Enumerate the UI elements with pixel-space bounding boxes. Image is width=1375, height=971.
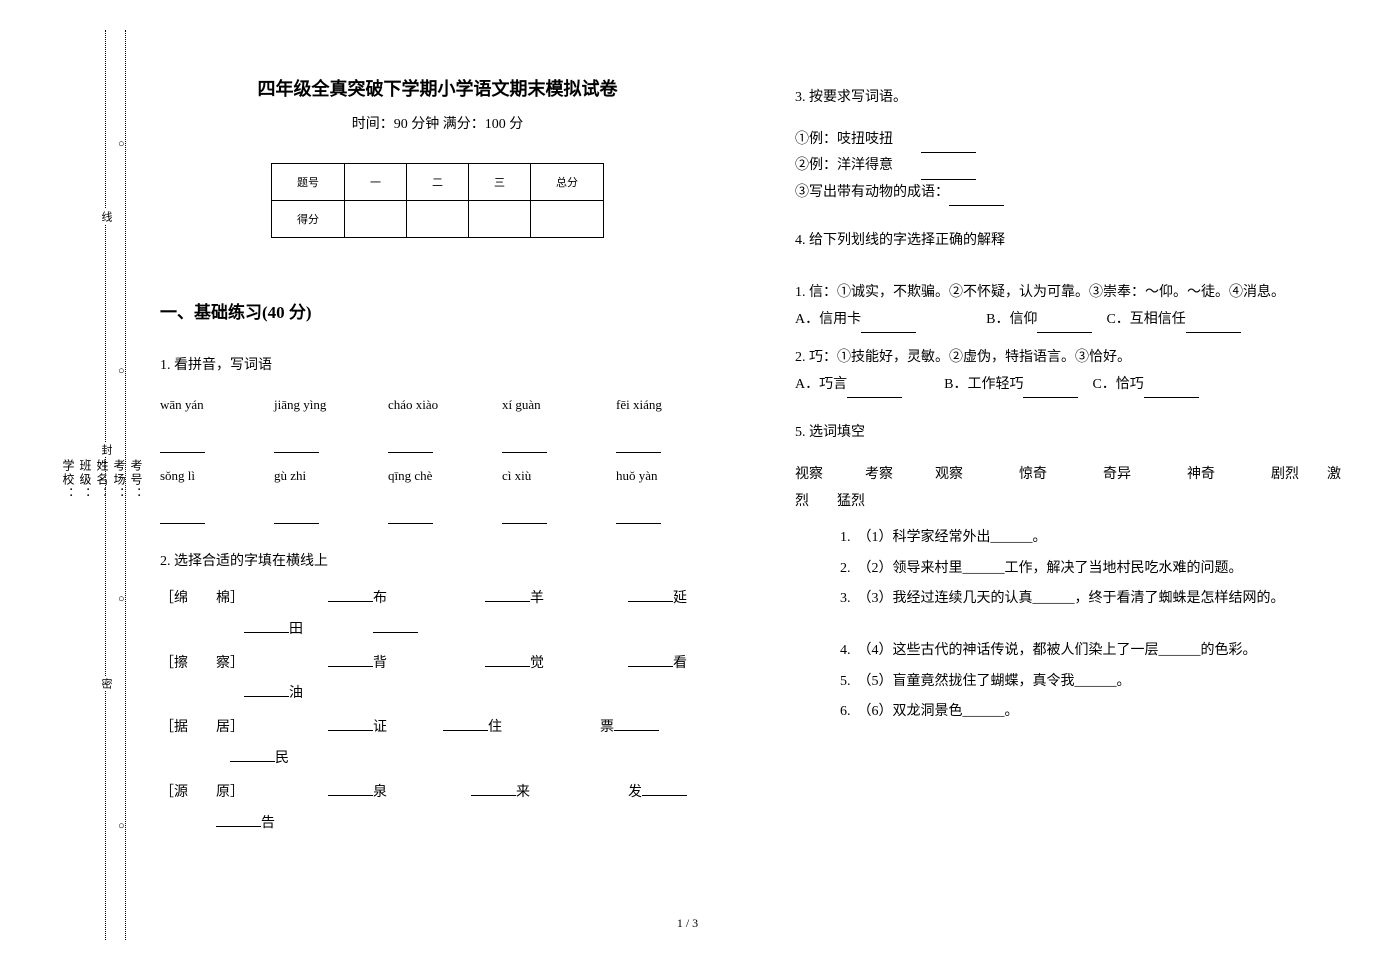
dotted-line [125,30,127,940]
binding-label: 考号： [128,459,145,501]
circle-marks: ○ ○ ○ ○ [118,30,125,940]
sub-list: 4. （4）这些古代的神话传说，都被人们染上了一层______的色彩。 5. （… [840,638,1350,726]
table-cell: 得分 [272,201,345,238]
word-bank: 视察 考察 观察 惊奇 奇异 神奇 剧烈 激烈 猛烈 [795,462,1350,515]
pinyin-grid: wān yán jiāng yìng cháo xiào xí guàn fēi… [160,390,715,528]
page-content: 四年级全真突破下学期小学语文期末模拟试卷 时间：90 分钟 满分：100 分 题… [160,75,1350,861]
page-number: 1 / 3 [677,916,698,931]
question-5: 5. 选词填空 视察 考察 观察 惊奇 奇异 神奇 剧烈 激烈 猛烈 1. （1… [795,420,1350,725]
exam-title: 四年级全真突破下学期小学语文期末模拟试卷 [160,75,715,101]
question-2: 2. 选择合适的字填在横线上 ［绵 棉］ 布 羊 延 田 ［擦 察］ 背 觉 看… [160,549,715,839]
fill-grid: ［绵 棉］ 布 羊 延 田 ［擦 察］ 背 觉 看 油 ［据 居］ 证 住 票 … [160,584,715,839]
question-3: 3. 按要求写词语。 ①例：吱扭吱扭 ②例：洋洋得意 ③写出带有动物的成语： [795,85,1350,206]
left-column: 四年级全真突破下学期小学语文期末模拟试卷 时间：90 分钟 满分：100 分 题… [160,75,715,861]
exam-subtitle: 时间：90 分钟 满分：100 分 [160,113,715,133]
table-cell [345,201,407,238]
table-header: 一 [345,164,407,201]
table-cell [407,201,469,238]
table-header: 二 [407,164,469,201]
sub-list: 1. （1）科学家经常外出______。 2. （2）领导来村里______工作… [840,525,1350,613]
seal-marks: 线 封 密 [98,100,114,800]
table-header: 题号 [272,164,345,201]
binding-label: 班级： [77,459,94,501]
table-header: 三 [469,164,531,201]
table-cell [469,201,531,238]
table-cell [531,201,604,238]
score-table: 题号 一 二 三 总分 得分 [271,163,604,238]
section-title: 一、基础练习(40 分) [160,298,715,323]
binding-label: 学校： [60,459,77,501]
question-4: 4. 给下列划线的字选择正确的解释 1. 信：①诚实，不欺骗。②不怀疑，认为可靠… [795,228,1350,398]
right-column: 3. 按要求写词语。 ①例：吱扭吱扭 ②例：洋洋得意 ③写出带有动物的成语： 4… [795,75,1350,861]
question-1: 1. 看拼音，写词语 wān yán jiāng yìng cháo xiào … [160,353,715,527]
table-header: 总分 [531,164,604,201]
